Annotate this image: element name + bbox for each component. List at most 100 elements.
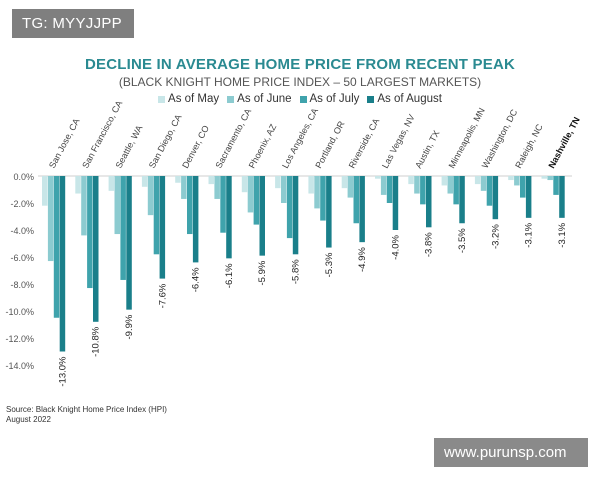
bar-as-of-june xyxy=(181,176,187,199)
bar-as-of-august xyxy=(226,176,232,259)
bar-as-of-july xyxy=(87,176,93,289)
bar-as-of-june xyxy=(114,176,120,235)
legend-label-august: As of August xyxy=(377,93,442,105)
chart-subtitle: (BLACK KNIGHT HOME PRICE INDEX – 50 LARG… xyxy=(118,75,482,89)
watermark: www.purunsp.com xyxy=(434,438,588,467)
source-line-1: Source: Black Knight Home Price Index (H… xyxy=(6,405,167,414)
bar-as-of-may xyxy=(375,176,381,179)
bar-as-of-may xyxy=(341,176,348,189)
category-label: Las Vegas, NV xyxy=(380,113,417,170)
bar-as-of-august xyxy=(93,176,99,322)
data-label: -4.9% xyxy=(357,247,368,272)
bar-as-of-august xyxy=(525,176,532,218)
data-label: -3.5% xyxy=(457,228,468,253)
category-label: Raleigh, NC xyxy=(513,122,545,170)
data-label: -3.8% xyxy=(424,232,435,257)
category-label: Riverside, CA xyxy=(347,117,382,170)
y-tick-label: -2.0% xyxy=(10,199,34,209)
legend-item-july: As of July xyxy=(299,93,360,105)
category-label: Washington, DC xyxy=(480,107,520,170)
data-label: -6.1% xyxy=(224,263,235,288)
legend-swatch-august xyxy=(367,95,375,103)
y-tick-label: -12.0% xyxy=(5,334,34,344)
bar-as-of-may xyxy=(308,176,314,194)
bar-as-of-june xyxy=(414,176,420,194)
y-tick-label: -8.0% xyxy=(10,280,34,290)
bar-as-of-july xyxy=(120,176,126,280)
y-tick-label: -14.0% xyxy=(5,361,34,371)
bar-as-of-may xyxy=(75,176,81,194)
bar-as-of-june xyxy=(314,176,320,209)
legend-label-june: As of June xyxy=(237,93,292,105)
channel-tag: TG: MYYJJPP xyxy=(12,9,134,38)
bar-as-of-july xyxy=(353,176,359,224)
y-tick-label: -6.0% xyxy=(10,253,34,263)
category-label: Austin, TX xyxy=(413,129,441,170)
bar-as-of-may xyxy=(508,176,514,181)
bar-as-of-july xyxy=(187,176,193,235)
bar-as-of-may xyxy=(208,176,214,185)
data-label: -5.9% xyxy=(257,260,268,285)
bar-as-of-july xyxy=(486,176,493,206)
bar-as-of-july xyxy=(553,176,559,195)
data-label: -6.4% xyxy=(191,267,202,292)
bar-as-of-may xyxy=(474,176,481,185)
category-label: Portland, OR xyxy=(313,119,346,170)
bar-as-of-june xyxy=(480,176,487,191)
bar-as-of-may xyxy=(275,176,281,189)
bar-as-of-august xyxy=(492,176,499,220)
bar-as-of-august xyxy=(126,176,132,310)
category-label: Seattle, WA xyxy=(114,124,145,170)
bar-as-of-august xyxy=(192,176,199,263)
bar-as-of-may xyxy=(241,176,248,193)
bar-as-of-may xyxy=(42,176,48,206)
category-label: Sacramento, CA xyxy=(213,107,253,170)
data-label: -4.0% xyxy=(390,234,401,259)
bar-as-of-june xyxy=(247,176,254,213)
bar-as-of-august xyxy=(559,176,565,218)
bar-as-of-june xyxy=(47,176,54,262)
category-label: Minneapolis, MN xyxy=(447,106,487,170)
bar-as-of-june xyxy=(380,176,387,195)
data-label: -7.6% xyxy=(157,283,168,308)
bar-as-of-july xyxy=(320,176,326,221)
bar-as-of-july xyxy=(53,176,60,318)
bar-as-of-july xyxy=(153,176,160,255)
bar-as-of-may xyxy=(141,176,148,187)
data-label: -5.3% xyxy=(324,252,335,277)
data-label: -3.1% xyxy=(557,222,568,247)
bar-as-of-may xyxy=(175,176,181,183)
data-label: -9.9% xyxy=(124,314,135,339)
data-label: -3.2% xyxy=(490,224,501,249)
category-label: Denver, CO xyxy=(180,124,211,170)
bar-as-of-may xyxy=(441,176,448,186)
bar-as-of-june xyxy=(514,176,520,186)
legend-swatch-july xyxy=(299,95,307,103)
bar-as-of-may xyxy=(541,176,547,179)
legend-label-july: As of July xyxy=(309,93,360,105)
category-label: Nashville, TN xyxy=(546,115,581,170)
source-line-2: August 2022 xyxy=(6,415,51,424)
bar-as-of-june xyxy=(447,176,453,194)
bar-as-of-august xyxy=(392,176,399,230)
bar-as-of-august xyxy=(59,176,66,352)
y-tick-label: -10.0% xyxy=(5,307,34,317)
bar-as-of-july xyxy=(420,176,426,205)
data-label: -13.0% xyxy=(57,356,68,387)
data-label: -5.8% xyxy=(291,259,302,284)
bar-as-of-june xyxy=(547,176,553,181)
legend-swatch-may xyxy=(158,95,166,103)
category-label: San Jose, CA xyxy=(47,117,82,170)
bar-as-of-june xyxy=(281,176,287,203)
y-tick-label: 0.0% xyxy=(13,172,34,182)
bar-as-of-august xyxy=(326,176,332,248)
bar-as-of-july xyxy=(386,176,393,203)
legend-item-august: As of August xyxy=(367,93,442,105)
source-note: Source: Black Knight Home Price Index (H… xyxy=(6,405,167,425)
bar-as-of-may xyxy=(108,176,115,191)
bar-as-of-august xyxy=(292,176,299,255)
bar-as-of-july xyxy=(253,176,260,225)
bar-as-of-june xyxy=(147,176,154,216)
bar-as-of-june xyxy=(81,176,87,236)
